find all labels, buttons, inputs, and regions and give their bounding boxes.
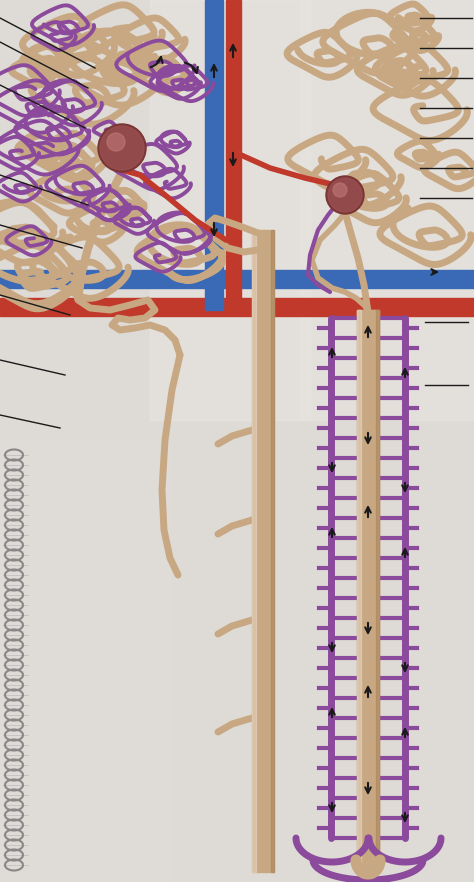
Bar (376, 310, 379, 872)
Bar (376, 310, 379, 872)
Bar (357, 310, 379, 872)
Bar (150, 0, 310, 420)
Bar (252, 230, 274, 872)
Bar (271, 230, 274, 872)
Bar (0, 298, 474, 316)
Bar (0, 270, 474, 288)
Circle shape (100, 126, 144, 170)
Bar (252, 230, 256, 872)
Bar (357, 310, 379, 872)
Circle shape (326, 176, 364, 214)
Bar (357, 310, 361, 872)
Bar (226, 0, 241, 310)
Circle shape (98, 124, 146, 172)
Bar (0, 440, 170, 880)
Circle shape (328, 178, 362, 212)
Circle shape (107, 133, 125, 151)
Circle shape (333, 183, 347, 197)
Bar (300, 0, 474, 420)
Bar (205, 0, 223, 310)
Bar (357, 310, 361, 872)
